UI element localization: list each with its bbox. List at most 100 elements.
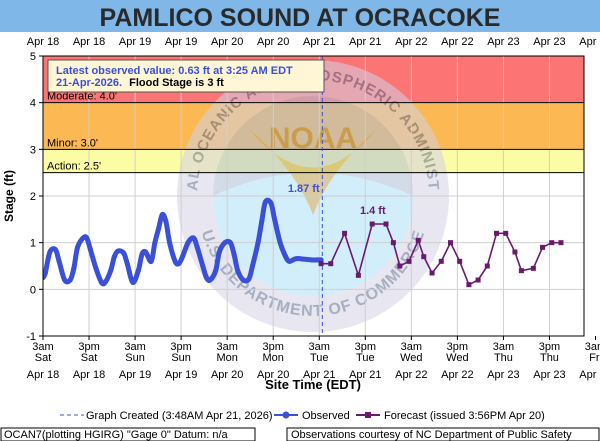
observed-point-36 — [200, 263, 206, 269]
flood-band-label-2: Moderate: 4.0' — [47, 91, 117, 103]
observed-point-16 — [111, 254, 117, 260]
observed-point-52 — [272, 216, 278, 222]
x-tick-weekday-6: Tue — [310, 352, 329, 364]
x-axis-label: Site Time (EDT) — [265, 377, 361, 392]
observed-point-45 — [240, 277, 246, 283]
observed-point-54 — [283, 254, 289, 260]
forecast-point-2 — [342, 230, 348, 236]
x-tick-date-8: Apr 22 — [395, 369, 427, 381]
info-box-date: 21-Apr-2026. — [56, 77, 122, 89]
x-tick-weekday-12: Fri — [589, 352, 600, 364]
y-tick-label-1: 0 — [30, 284, 36, 296]
x-tick-weekday-1: Sat — [81, 352, 98, 364]
forecast-point-13 — [447, 240, 453, 246]
flood-band-label-1: Minor: 3.0' — [47, 137, 98, 149]
observed-point-2 — [47, 249, 53, 255]
observed-point-32 — [180, 254, 186, 260]
x-tick-weekday-11: Thu — [540, 352, 559, 364]
observed-point-6 — [67, 277, 73, 283]
observed-point-9 — [80, 235, 86, 241]
observed-point-20 — [130, 279, 136, 285]
observed-point-44 — [235, 268, 241, 274]
observed-point-0 — [43, 275, 46, 281]
series-layer — [43, 197, 564, 288]
forecast-point-17 — [484, 263, 490, 269]
x-tick-date-10: Apr 23 — [487, 369, 519, 381]
observed-point-17 — [115, 248, 121, 254]
y-axis: -1 0 1 2 3 4 5 — [26, 51, 43, 343]
observed-point-1 — [43, 270, 48, 276]
info-box-line1: Latest observed value: 0.63 ft at 3:25 A… — [56, 65, 293, 77]
observed-point-15 — [108, 268, 114, 274]
observed-point-48 — [255, 240, 261, 246]
x-tick-time-10: 3am — [493, 341, 514, 353]
x-tick-weekday-3: Sun — [171, 352, 191, 364]
forecast-point-20 — [512, 249, 518, 255]
top-date-11: Apr 23 — [533, 36, 565, 48]
top-date-3: Apr 19 — [165, 36, 197, 48]
observed-point-23 — [143, 249, 149, 255]
x-tick-date-12: Apr 24 — [579, 369, 600, 381]
observed-point-27 — [159, 212, 165, 218]
observed-point-19 — [124, 261, 130, 267]
observed-point-49 — [259, 219, 265, 225]
info-box-line2: 21-Apr-2026. Flood Stage is 3 ft — [56, 77, 224, 89]
observed-point-14 — [102, 279, 108, 285]
forecast-point-5 — [383, 221, 389, 227]
observed-point-21 — [135, 268, 141, 274]
forecast-point-14 — [457, 258, 463, 264]
info-box: Latest observed value: 0.63 ft at 3:25 A… — [47, 59, 325, 93]
top-date-8: Apr 22 — [395, 36, 427, 48]
observed-point-28 — [163, 219, 169, 225]
x-tick-date-7: Apr 21 — [349, 369, 381, 381]
x-tick-time-9: 3pm — [447, 341, 468, 353]
observed-point-35 — [194, 244, 200, 250]
footer-left-box — [0, 427, 256, 441]
x-tick-date-5: Apr 20 — [257, 369, 289, 381]
x-tick-time-6: 3am — [309, 341, 330, 353]
legend-graph-created-label: Graph Created (3:48AM Apr 21, 2026) — [86, 410, 273, 422]
observed-point-11 — [87, 247, 93, 253]
y-tick-label-0: -1 — [26, 331, 36, 343]
top-date-12: Apr 24 — [579, 36, 600, 48]
y-tick-label-5: 4 — [30, 98, 36, 110]
footer-right-text: Observations courtesy of NC Department o… — [291, 429, 572, 441]
x-tick-date-6: Apr 21 — [303, 369, 335, 381]
observed-point-56 — [292, 256, 298, 262]
x-tick-date-9: Apr 22 — [441, 369, 473, 381]
observed-point-34 — [191, 235, 197, 241]
legend: Graph Created (3:48AM Apr 21, 2026) Obse… — [60, 410, 545, 422]
annotation-0: 1.87 ft — [288, 183, 320, 195]
observed-point-60 — [308, 257, 314, 263]
observed-point-22 — [139, 251, 145, 257]
info-box-flood-stage: Flood Stage is 3 ft — [129, 77, 224, 89]
x-tick-date-3: Apr 19 — [165, 369, 197, 381]
forecast-point-8 — [406, 258, 412, 264]
x-tick-date-4: Apr 20 — [211, 369, 243, 381]
x-tick-weekday-4: Mon — [216, 352, 237, 364]
y-axis-label: Stage (ft) — [2, 170, 16, 222]
forecast-point-24 — [549, 240, 555, 246]
observed-point-26 — [156, 226, 162, 232]
observed-point-38 — [207, 277, 213, 283]
observed-point-3 — [52, 247, 58, 253]
forecast-point-12 — [438, 258, 444, 264]
forecast-point-4 — [369, 221, 375, 227]
x-tick-time-11: 3pm — [539, 341, 560, 353]
top-date-5: Apr 20 — [257, 36, 289, 48]
observed-point-24 — [148, 258, 154, 264]
title-banner — [0, 0, 600, 32]
y-tick-label-3: 2 — [30, 191, 36, 203]
y-tick-label-6: 5 — [30, 51, 36, 63]
observed-point-8 — [75, 244, 81, 250]
flood-category-labels: Action: 2.5' Minor: 3.0' Moderate: 4.0' — [47, 91, 117, 173]
forecast-point-3 — [355, 272, 361, 278]
top-date-4: Apr 20 — [211, 36, 243, 48]
forecast-point-21 — [518, 268, 524, 274]
forecast-point-22 — [530, 265, 536, 271]
legend-forecast-label: Forecast (issued 3:56PM Apr 20) — [384, 410, 545, 422]
x-tick-date-1: Apr 18 — [73, 369, 105, 381]
x-tick-time-8: 3am — [401, 341, 422, 353]
observed-point-30 — [172, 258, 178, 264]
